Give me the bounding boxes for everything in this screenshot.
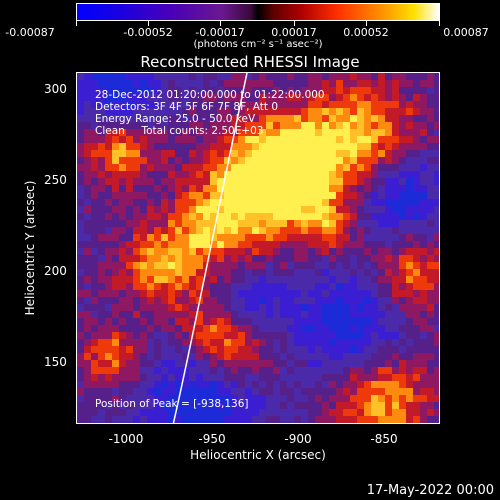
colorbar-tick-mark <box>294 21 295 26</box>
peak-position-text: Position of Peak = [-938,136] <box>95 398 249 410</box>
colorbar-tick-label: -0.00052 <box>123 26 173 39</box>
x-tick-label: -950 <box>198 432 226 446</box>
colorbar-tick-label: 0.00087 <box>443 26 489 39</box>
y-tick-label: 250 <box>44 173 67 187</box>
colorbar <box>76 3 440 21</box>
solar-limb <box>172 73 248 423</box>
colorbar-tick-label: -0.00087 <box>5 26 55 39</box>
image-plot: 28-Dec-2012 01:20:00.000 to 01:22:00.000… <box>76 72 440 424</box>
detectors-text: Detectors: 3F 4F 5F 6F 7F 8F, Att 0 <box>95 101 279 113</box>
energy-range-text: Energy Range: 25.0 - 50.0 keV <box>95 113 256 125</box>
colorbar-tick-mark <box>366 21 367 26</box>
colorbar-tick-mark <box>439 21 440 26</box>
limb-line <box>172 73 248 423</box>
colorbar-tick-label: 0.00017 <box>271 26 317 39</box>
plot-title: Reconstructed RHESSI Image <box>140 53 360 71</box>
colorbar-tick-label: 0.00052 <box>343 26 389 39</box>
time-range-text: 28-Dec-2012 01:20:00.000 to 01:22:00.000 <box>95 89 325 101</box>
x-axis-label: Heliocentric X (arcsec) <box>190 448 326 462</box>
colorbar-tick-label: -0.00017 <box>195 26 245 39</box>
y-tick-label: 300 <box>44 82 67 96</box>
footer-date: 17-May-2022 00:00 <box>366 483 494 498</box>
method-counts-text: Clean Total counts: 2.50E+03 <box>95 125 264 137</box>
x-tick-label: -850 <box>370 432 398 446</box>
y-tick-label: 200 <box>44 264 67 278</box>
colorbar-units: (photons cm⁻² s⁻¹ asec⁻²) <box>193 39 323 50</box>
x-tick-label: -900 <box>284 432 312 446</box>
intensity-map <box>77 73 439 423</box>
x-tick-label: -1000 <box>108 432 144 446</box>
y-axis-label: Heliocentric Y (arcsec) <box>23 180 37 316</box>
colorbar-tick-mark <box>220 21 221 26</box>
colorbar-tick-mark <box>76 21 77 26</box>
y-tick-label: 150 <box>44 355 67 369</box>
colorbar-tick-mark <box>148 21 149 26</box>
